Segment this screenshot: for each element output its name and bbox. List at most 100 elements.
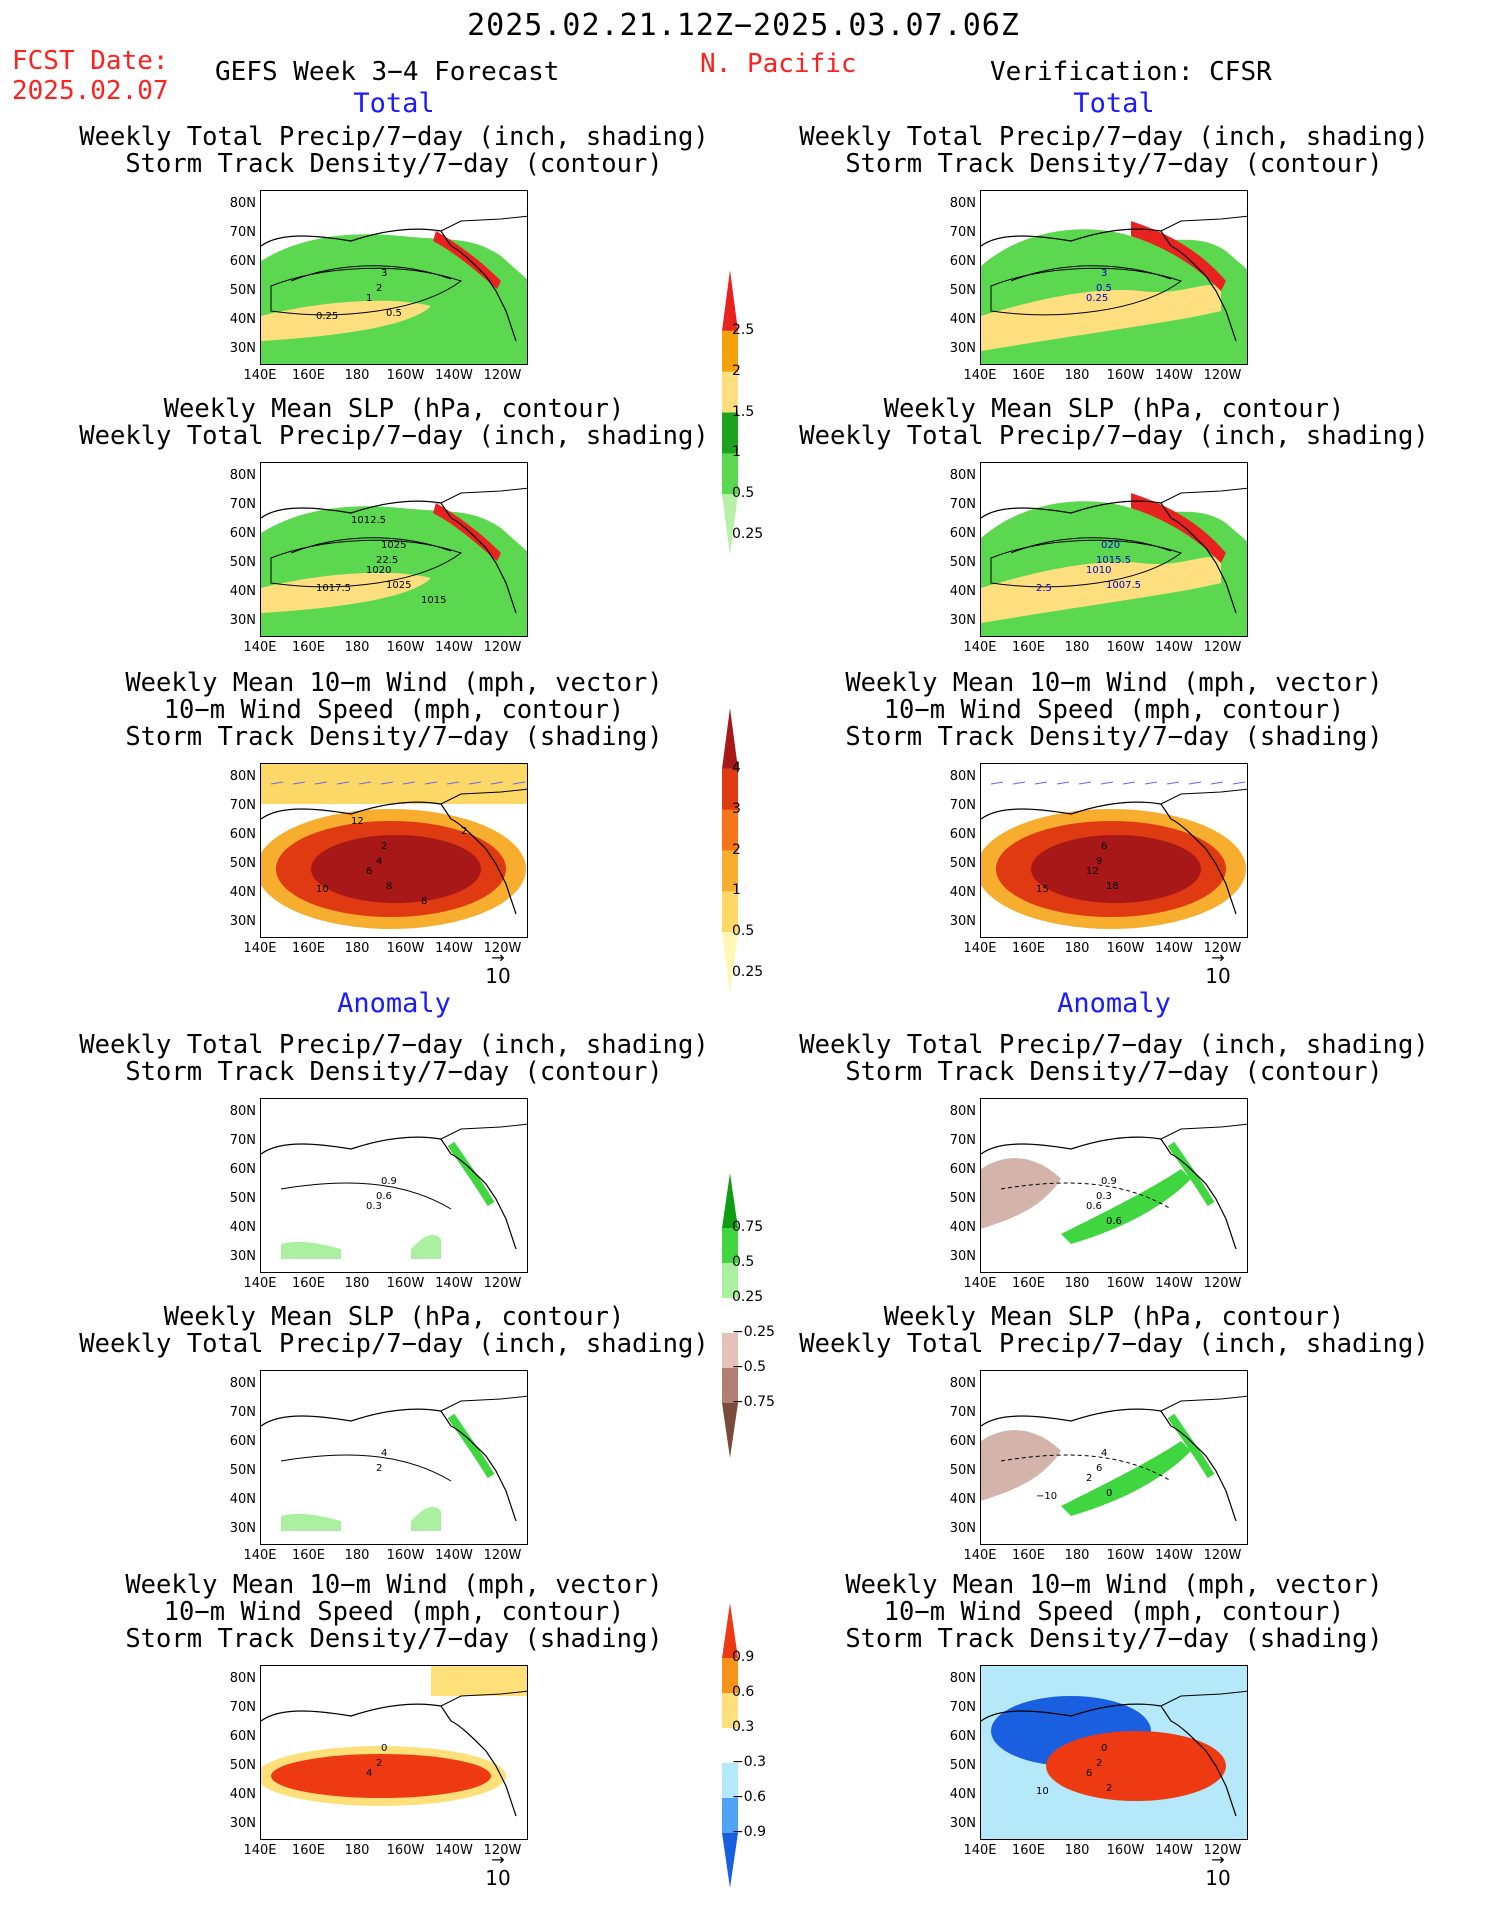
p5R-map: 4 6 2 0 −10 — [980, 1370, 1248, 1545]
p4L-lat-tick: 50N — [229, 1191, 256, 1206]
std_anom-colorbar-label: 0.6 — [732, 1684, 755, 1700]
p2L-title-2: Weekly Total Precip/7−day (inch, shading… — [79, 421, 709, 451]
p2R-lat-tick: 30N — [949, 613, 976, 628]
p1R-lat-tick: 30N — [949, 341, 976, 356]
p3L-lon-tick: 140W — [435, 941, 473, 956]
p6L-contour-label: 2 — [376, 1758, 382, 1769]
ref-vector-label: 10 — [1205, 1866, 1231, 1890]
p4R-lon-tick: 160E — [1011, 1276, 1046, 1291]
p6R-lon-tick: 120W — [1203, 1843, 1242, 1858]
p2R-contour-label: 1007.5 — [1106, 580, 1141, 591]
p5R-contour-label: −10 — [1036, 1491, 1057, 1502]
p2L-contour-label: 22.5 — [376, 555, 398, 566]
p2R-lat-tick: 50N — [949, 555, 976, 570]
p2L-contour-label: 1015 — [421, 595, 446, 606]
p6R-contour-label: 2 — [1096, 1758, 1102, 1769]
p5L-lon-tick: 160W — [386, 1548, 425, 1563]
p2L-lon-tick: 160E — [291, 640, 326, 655]
p2L-lon-tick: 140E — [243, 640, 277, 655]
p5R-lat-tick: 30N — [949, 1521, 976, 1536]
p4L-lat-tick: 70N — [229, 1133, 256, 1148]
p2L-contour-label: 1012.5 — [351, 515, 386, 526]
p2R-contour-label: 1010 — [1086, 565, 1111, 576]
p6R-lat-tick: 40N — [949, 1787, 976, 1802]
p6R-title-3: Storm Track Density/7−day (shading) — [845, 1624, 1383, 1654]
p3L-lon-tick: 140E — [243, 941, 277, 956]
p3L-lat-tick: 60N — [229, 827, 256, 842]
precip_total-colorbar-label: 0.5 — [732, 485, 755, 502]
p1R-title-1: Weekly Total Precip/7−day (inch, shading… — [799, 122, 1429, 152]
p5L-lon-tick: 140E — [243, 1548, 277, 1563]
p6L-title-3: Storm Track Density/7−day (shading) — [125, 1624, 663, 1654]
p3R-title-3: Storm Track Density/7−day (shading) — [845, 722, 1383, 752]
p1L-lon-tick: 140E — [243, 368, 277, 383]
p6L-contour-label: 4 — [366, 1768, 372, 1779]
std_anom-colorbar-label: 0.3 — [732, 1719, 755, 1735]
p6R-lon-tick: 140W — [1155, 1843, 1193, 1858]
p3L-lat-tick: 70N — [229, 798, 256, 813]
p4R-title-2: Storm Track Density/7−day (contour) — [845, 1057, 1383, 1087]
ref-vector-label: 10 — [485, 1866, 511, 1890]
p5R-lon-tick: 140E — [963, 1548, 997, 1563]
p2L-lon-tick: 160W — [386, 640, 425, 655]
std_anom-colorbar-label: −0.6 — [732, 1789, 766, 1805]
p4R-lon-tick: 160W — [1106, 1276, 1145, 1291]
p6L-title-2: 10−m Wind Speed (mph, contour) — [163, 1597, 625, 1627]
p3L-contour-label: 2 — [461, 826, 467, 837]
p4R-lon-tick: 140W — [1155, 1276, 1193, 1291]
p1L-contour-label: 1 — [366, 293, 372, 304]
p3R-title-2: 10−m Wind Speed (mph, contour) — [883, 695, 1345, 725]
precip_total-colorbar-label: 2.5 — [732, 321, 755, 338]
p6R-lon-tick: 180 — [1064, 1843, 1090, 1858]
p5L-lat-tick: 70N — [229, 1405, 256, 1420]
p2L-map: 1025 22.5 1020 1025 1017.5 1012.5 1015 — [260, 462, 528, 637]
p2R-lat-tick: 60N — [949, 526, 976, 541]
p1L-contour-label: 0.25 — [316, 311, 338, 322]
p5R-lat-tick: 50N — [949, 1463, 976, 1478]
p3R-lon-tick: 160W — [1106, 941, 1145, 956]
p1L-title-1: Weekly Total Precip/7−day (inch, shading… — [79, 122, 709, 152]
fcst-date-label: FCST Date: — [12, 46, 169, 76]
p5R-field: 4 62 0 −10 — [981, 1395, 1247, 1522]
p3R-contour-label: 15 — [1036, 884, 1049, 895]
p1L-contour-label: 0.5 — [386, 308, 402, 319]
precip_total-colorbar-label: 1.5 — [732, 403, 755, 420]
precip_anom-colorbar-label: −0.25 — [732, 1324, 775, 1340]
p6R-reference-vector: → 10 — [1198, 1852, 1238, 1891]
p2R-lon-tick: 140W — [1155, 640, 1193, 655]
p4R-lat-tick: 30N — [949, 1249, 976, 1264]
p5L-contour-label: 2 — [376, 1463, 382, 1474]
p4L-contour-label: 0.6 — [376, 1191, 392, 1202]
p4R-lat-tick: 70N — [949, 1133, 976, 1148]
std_total-colorbar-label: 0.25 — [732, 964, 764, 980]
p3L-lat-tick: 80N — [229, 769, 256, 784]
p5R-lon-tick: 120W — [1203, 1548, 1242, 1563]
p1R-contour-label: 0.5 — [1096, 283, 1112, 294]
p3L-title-3: Storm Track Density/7−day (shading) — [125, 722, 663, 752]
p5R-contour-label: 4 — [1101, 1448, 1107, 1459]
p6L-contour-label: 0 — [381, 1743, 387, 1754]
p5R-title-2: Weekly Total Precip/7−day (inch, shading… — [799, 1329, 1429, 1359]
p2R-contour-label: 1015.5 — [1096, 555, 1131, 566]
std_total-colorbar-label: 1 — [732, 882, 741, 899]
p4R-contour-label: 0.3 — [1096, 1191, 1112, 1202]
p6L-lat-tick: 70N — [229, 1700, 256, 1715]
p3R-lon-tick: 160E — [1011, 941, 1046, 956]
p1L-lon-tick: 160W — [386, 368, 425, 383]
p2L-lat-tick: 60N — [229, 526, 256, 541]
p6R-lat-tick: 30N — [949, 1816, 976, 1831]
p1R-lon-tick: 140W — [1155, 368, 1193, 383]
p1L-contour-label: 2 — [376, 283, 382, 294]
p4R-lon-tick: 140E — [963, 1276, 997, 1291]
std_total-colorbar-label: 4 — [732, 759, 741, 776]
p4R-map: 0.9 0.3 0.6 0.6 — [980, 1098, 1248, 1273]
p3R-contour-label: 9 — [1096, 856, 1102, 867]
fcst-date-value: 2025.02.07 — [12, 76, 169, 106]
p1R-contour-label: 3 — [1101, 268, 1107, 279]
p6L-lon-tick: 120W — [483, 1843, 522, 1858]
p3L-lon-tick: 180 — [344, 941, 370, 956]
section-total-right: Total — [1073, 88, 1155, 119]
